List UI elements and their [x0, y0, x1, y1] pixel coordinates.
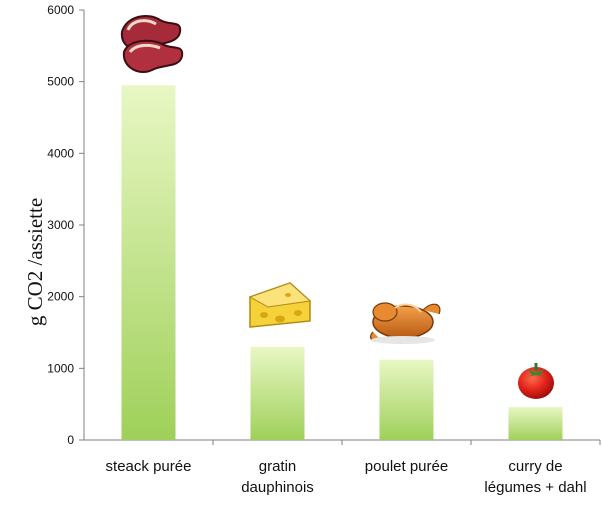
bar [508, 407, 563, 440]
bar [250, 346, 305, 440]
y-tick-label: 0 [67, 433, 74, 447]
steak-icon [120, 15, 184, 73]
y-tick-label: 6000 [47, 3, 74, 17]
tomato-icon [518, 363, 554, 399]
x-tick-label: gratin dauphinois [241, 458, 314, 496]
y-tick-label: 4000 [47, 146, 74, 160]
y-tick-label: 5000 [47, 75, 74, 89]
x-tick-label: steack purée [106, 458, 192, 475]
x-tick-label: poulet purée [365, 458, 448, 475]
y-axis-ticks: 0 1000 2000 3000 4000 5000 6000 [47, 3, 84, 447]
y-tick-label: 1000 [47, 361, 74, 375]
x-tick-label: curry de légumes + dahl [484, 458, 586, 496]
bar [379, 359, 434, 440]
y-tick-label: 2000 [47, 290, 74, 304]
roast-chicken-icon [369, 302, 441, 344]
bars [121, 85, 563, 440]
y-axis-label: g CO2 /assiette [23, 198, 47, 326]
bar [121, 85, 176, 440]
y-tick-label: 3000 [47, 218, 74, 232]
x-axis-labels: steack purée gratin dauphinois poulet purée… [106, 440, 601, 496]
cheese-icon [248, 282, 312, 328]
